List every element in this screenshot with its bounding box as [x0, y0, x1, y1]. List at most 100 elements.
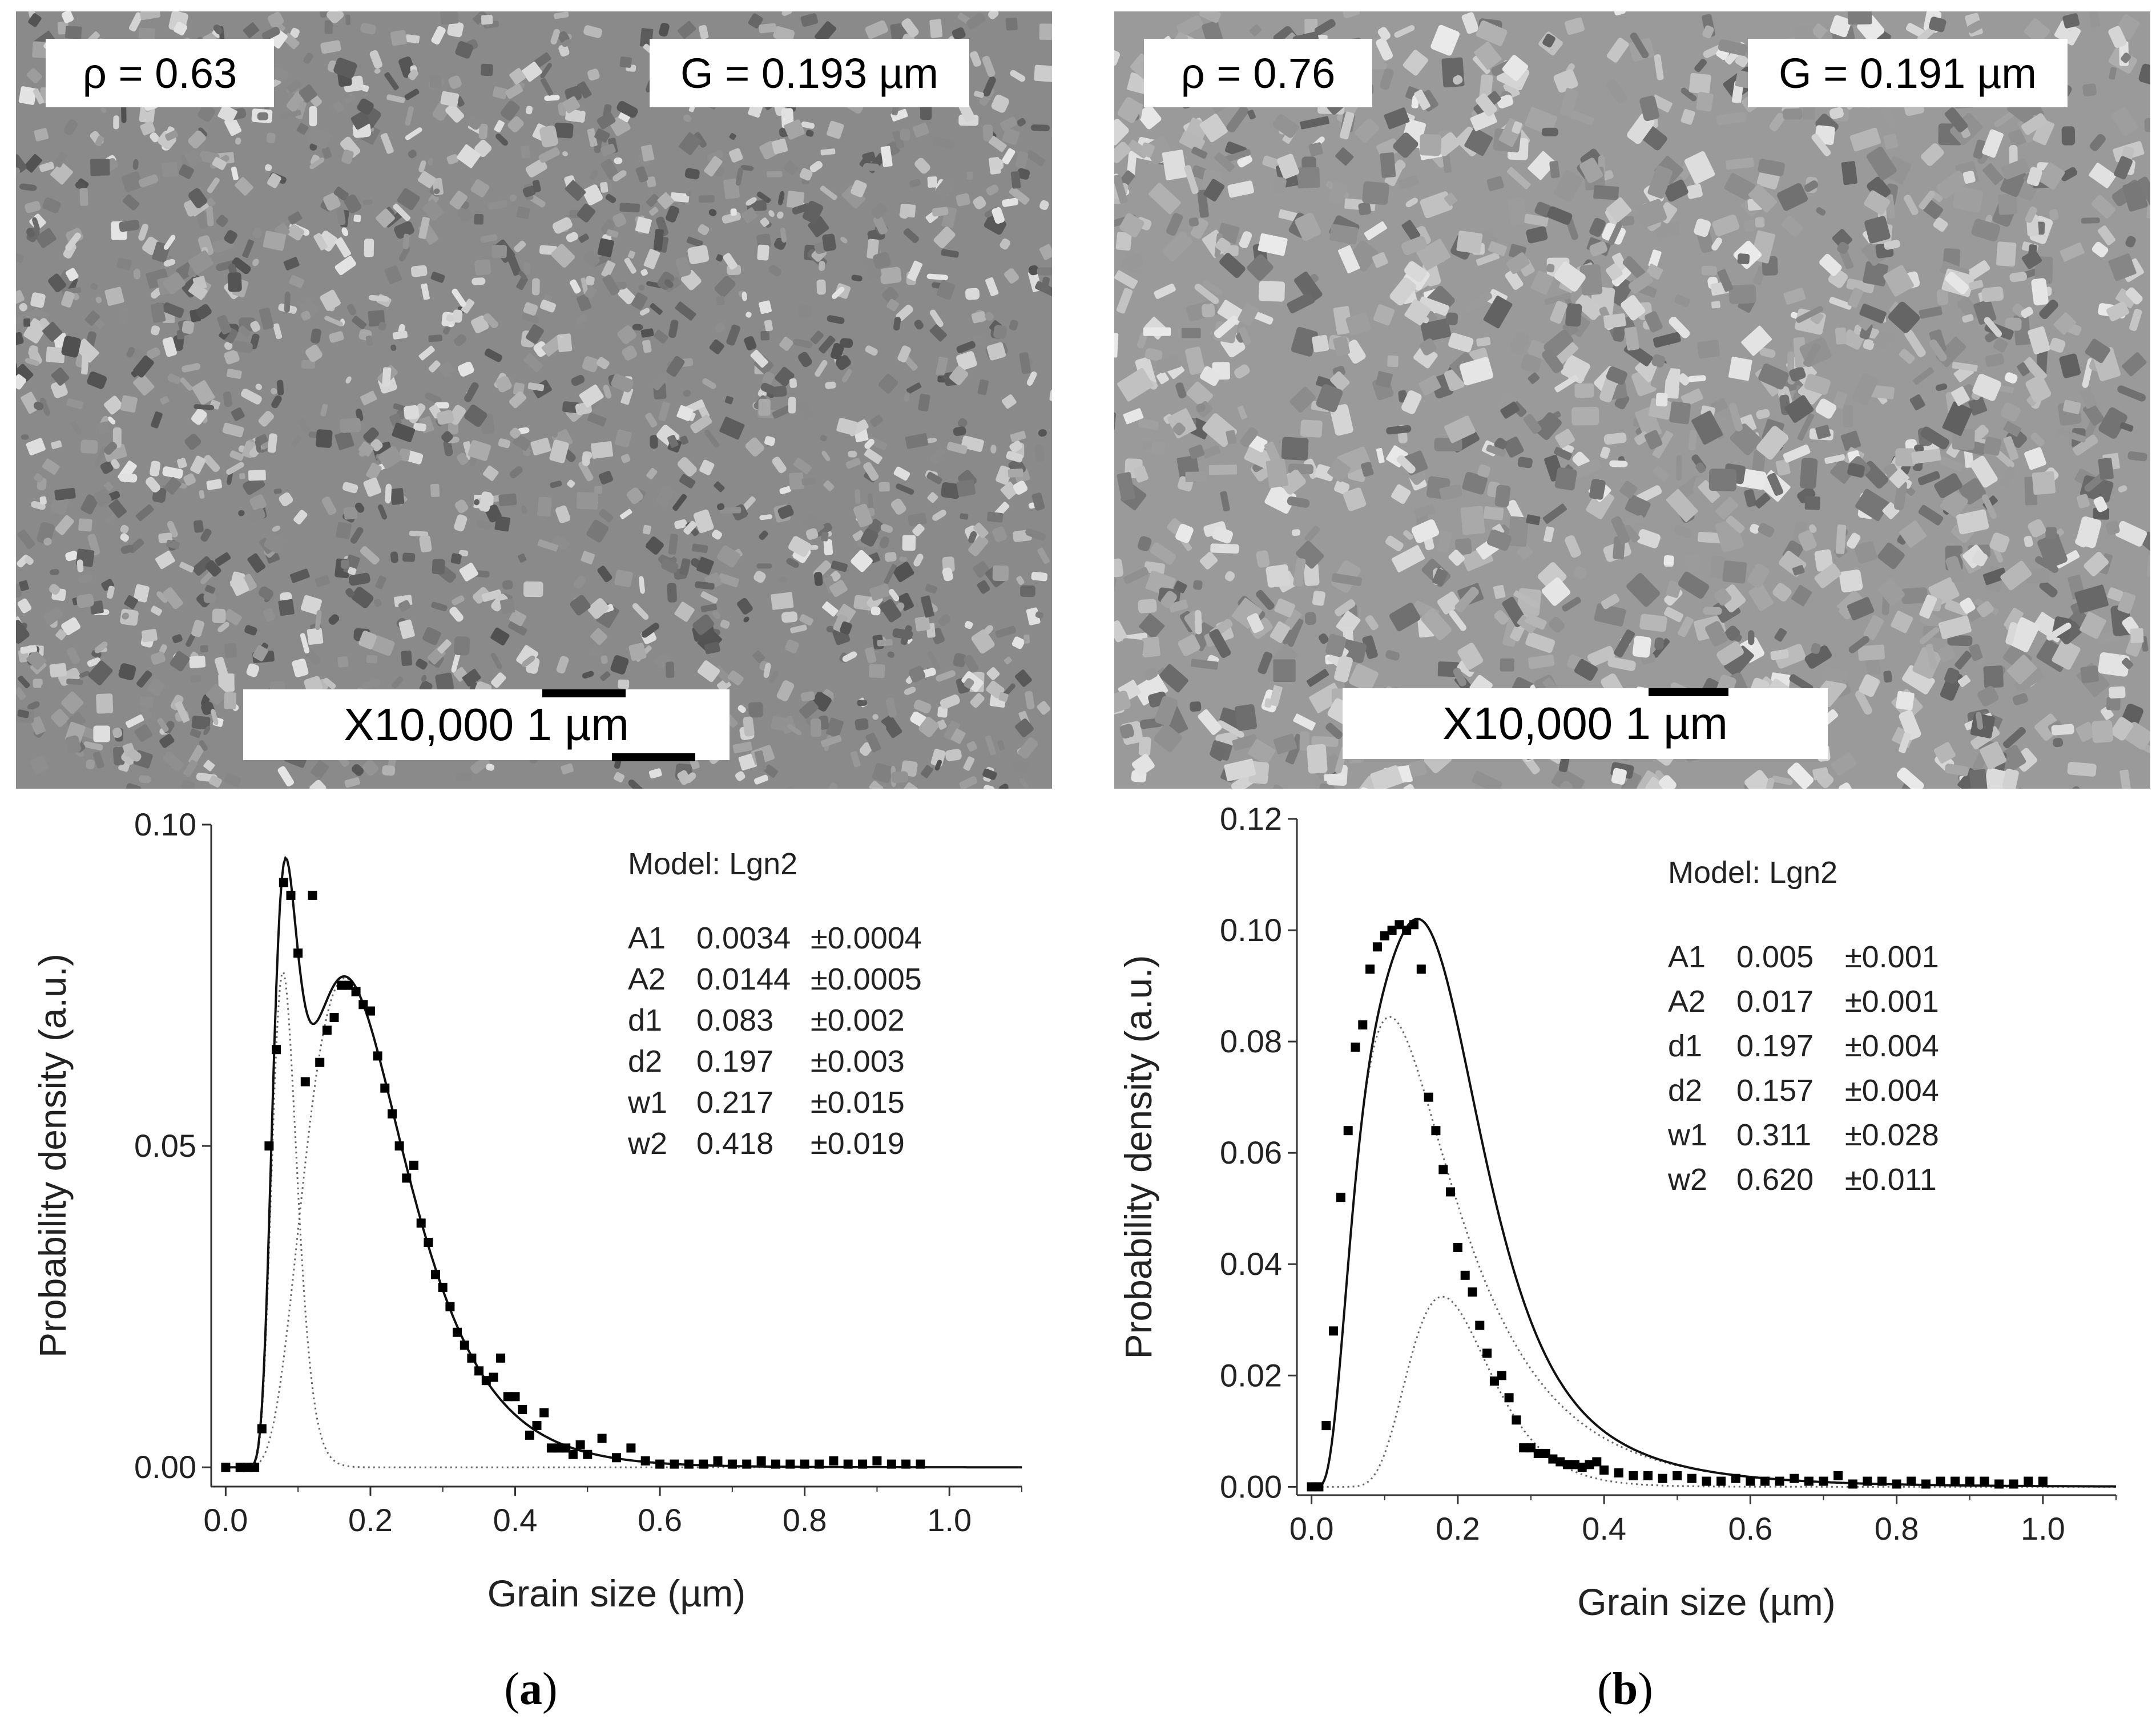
data-point	[916, 1459, 925, 1469]
grain-particle	[601, 159, 619, 180]
grain-particle	[2109, 67, 2117, 80]
data-point	[539, 1408, 549, 1418]
grain-particle	[452, 595, 465, 605]
grain-particle	[1155, 696, 1178, 726]
grain-particle	[816, 279, 826, 295]
grain-particle	[1542, 348, 1563, 373]
grain-particle	[920, 595, 934, 618]
grain-particle	[1116, 288, 1133, 314]
data-point	[1819, 1476, 1828, 1486]
grain-particle	[2045, 527, 2057, 539]
panel-a: ρ = 0.63 G = 0.193 µm X10,000 1 µm 0.0 0.…	[0, 0, 1062, 1720]
grain-particle	[1623, 515, 1644, 526]
grain-particle	[1266, 459, 1288, 488]
grain-particle	[159, 734, 175, 748]
grain-particle	[760, 382, 775, 394]
grain-particle	[1702, 25, 1714, 39]
grain-particle	[327, 11, 344, 23]
data-point	[575, 1440, 585, 1450]
grain-particle	[385, 483, 392, 504]
grain-particle	[1716, 641, 1744, 665]
grain-particle	[676, 405, 694, 421]
grain-particle	[474, 213, 484, 225]
grain-particle	[1748, 630, 1755, 645]
grain-particle	[165, 130, 179, 141]
grain-particle	[2093, 508, 2110, 520]
grain-particle	[973, 522, 989, 538]
grain-particle	[585, 276, 595, 286]
grain-particle	[2097, 225, 2115, 245]
grain-particle	[33, 309, 49, 320]
grain-particle	[1258, 233, 1288, 256]
grain-particle	[1324, 773, 1345, 781]
grain-particle	[1014, 669, 1032, 687]
grain-particle	[1398, 175, 1419, 189]
grain-particle	[956, 479, 976, 497]
grain-particle	[1554, 261, 1586, 292]
grain-particle	[428, 158, 433, 166]
grain-particle	[860, 528, 878, 547]
grain-particle	[1349, 664, 1379, 692]
grain-particle	[1528, 151, 1557, 180]
grain-particle	[971, 629, 995, 654]
data-point	[489, 1372, 498, 1382]
grain-particle	[248, 470, 266, 481]
grain-particle	[657, 192, 674, 209]
grain-particle	[891, 771, 909, 784]
grain-particle	[1571, 458, 1602, 479]
grain-particle	[1750, 523, 1760, 534]
grain-particle	[603, 385, 612, 399]
grain-particle	[108, 499, 127, 518]
grain-particle	[267, 173, 281, 188]
grain-particle	[759, 23, 777, 34]
grain-particle	[457, 453, 469, 465]
grain-particle	[815, 360, 828, 377]
grain-particle	[468, 440, 491, 461]
grain-particle	[461, 298, 475, 314]
grain-particle	[17, 709, 30, 718]
grain-particle	[1344, 340, 1366, 364]
y-tick-label: 0.04	[1220, 1246, 1282, 1282]
grain-particle	[409, 531, 429, 537]
data-point	[546, 1443, 556, 1453]
grain-particle	[28, 345, 38, 357]
grain-particle	[2021, 113, 2047, 135]
grain-particle	[937, 706, 948, 718]
grain-particle	[119, 473, 138, 483]
grain-particle	[80, 439, 98, 454]
grain-particle	[1783, 288, 1806, 305]
y-tick-label: 0.02	[1220, 1357, 1282, 1393]
grain-particle	[530, 195, 546, 208]
param-name: A2	[1668, 984, 1706, 1019]
grain-particle	[871, 202, 888, 220]
grain-particle	[404, 88, 420, 100]
grain-particle	[1712, 214, 1740, 237]
grain-particle	[985, 312, 994, 321]
grain-particle	[521, 61, 543, 82]
grain-particle	[1291, 326, 1318, 357]
grain-particle	[589, 169, 598, 180]
grain-particle	[232, 340, 253, 353]
grain-particle	[2060, 242, 2085, 262]
grain-particle	[833, 614, 848, 632]
grain-particle	[481, 589, 502, 602]
grain-particle	[831, 560, 848, 572]
grain-particle	[61, 617, 80, 636]
grain-particle	[712, 530, 722, 540]
grain-particle	[892, 562, 914, 583]
grain-particle	[1534, 412, 1562, 441]
grain-particle	[1614, 629, 1635, 658]
grain-particle	[1555, 429, 1575, 449]
grain-particle	[128, 12, 143, 32]
grain-particle	[654, 330, 668, 344]
grain-particle	[1954, 651, 1972, 670]
grain-particle	[67, 647, 80, 664]
grain-particle	[944, 720, 961, 741]
grain-particle	[62, 11, 74, 23]
grain-particle	[1982, 163, 2004, 185]
grain-particle	[1839, 569, 1863, 593]
grain-particle	[1869, 385, 1895, 399]
grain-particle	[1681, 87, 1697, 102]
grain-particle	[1708, 469, 1737, 491]
grain-particle	[900, 128, 910, 141]
